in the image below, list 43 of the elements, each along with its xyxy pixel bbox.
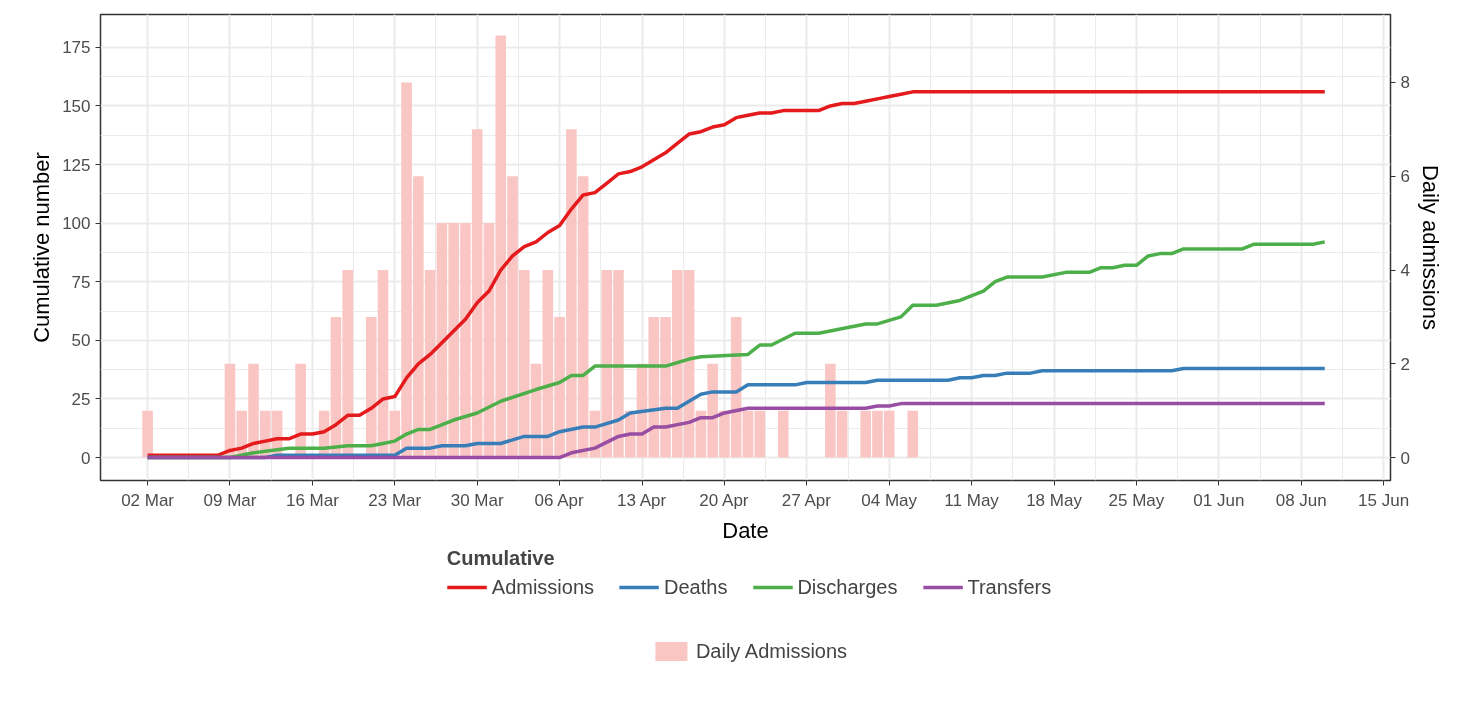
x-tick-label: 09 Mar — [203, 490, 257, 510]
y-tick-label: 125 — [62, 155, 91, 175]
x-tick-label: 04 May — [861, 490, 918, 510]
x-tick-label: 27 Apr — [781, 490, 832, 510]
line-series — [145, 401, 1327, 460]
x-tick-label: 06 Apr — [534, 490, 585, 510]
x-tick-label: 16 Mar — [285, 490, 340, 510]
x-axis-title: Date — [722, 517, 769, 543]
y2-tick-label: 8 — [1400, 73, 1410, 93]
y2-axis-title: Daily admissions — [1417, 164, 1443, 331]
legend-label: Daily Admissions — [695, 639, 848, 663]
y-tick-label: 0 — [81, 448, 91, 468]
bar — [907, 410, 919, 458]
y-tick-label: 50 — [71, 331, 91, 351]
y-axis-title: Cumulative number — [29, 152, 55, 343]
x-tick-label: 13 Apr — [616, 490, 667, 510]
y-tick-label: 100 — [62, 214, 91, 234]
x-tick-label: 23 Mar — [368, 490, 422, 510]
x-tick-label: 30 Mar — [450, 490, 504, 510]
legend-label: Deaths — [664, 575, 728, 599]
y2-tick-label: 2 — [1400, 354, 1410, 374]
x-tick-label: 15 Jun — [1358, 490, 1410, 510]
y-tick-label: 175 — [62, 38, 91, 58]
x-tick-label: 11 May — [944, 490, 1000, 510]
legend-label: Discharges — [797, 575, 898, 599]
x-tick-label: 08 Jun — [1275, 490, 1327, 510]
legend-label: Admissions — [491, 575, 595, 599]
y-tick-label: 150 — [62, 96, 91, 116]
bar — [777, 410, 789, 458]
x-tick-label: 01 Jun — [1193, 490, 1245, 510]
y2-tick-label: 0 — [1400, 448, 1410, 468]
y-tick-label: 25 — [71, 389, 91, 409]
line-series — [145, 90, 1327, 457]
bar — [142, 410, 153, 458]
legend-title: Cumulative — [446, 547, 556, 570]
x-tick-label: 02 Mar — [121, 490, 175, 510]
x-tick-label: 20 Apr — [699, 490, 749, 510]
x-tick-label: 25 May — [1108, 490, 1165, 510]
y2-tick-label: 6 — [1400, 167, 1410, 187]
y-tick-label: 75 — [71, 272, 91, 292]
legend-label: Transfers — [967, 575, 1052, 599]
y2-tick-label: 4 — [1400, 261, 1410, 280]
x-tick-label: 18 May — [1026, 490, 1083, 510]
